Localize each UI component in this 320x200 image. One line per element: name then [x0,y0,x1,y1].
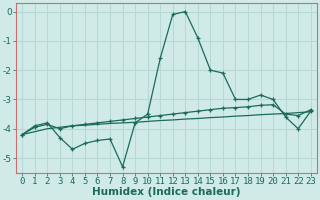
X-axis label: Humidex (Indice chaleur): Humidex (Indice chaleur) [92,187,241,197]
